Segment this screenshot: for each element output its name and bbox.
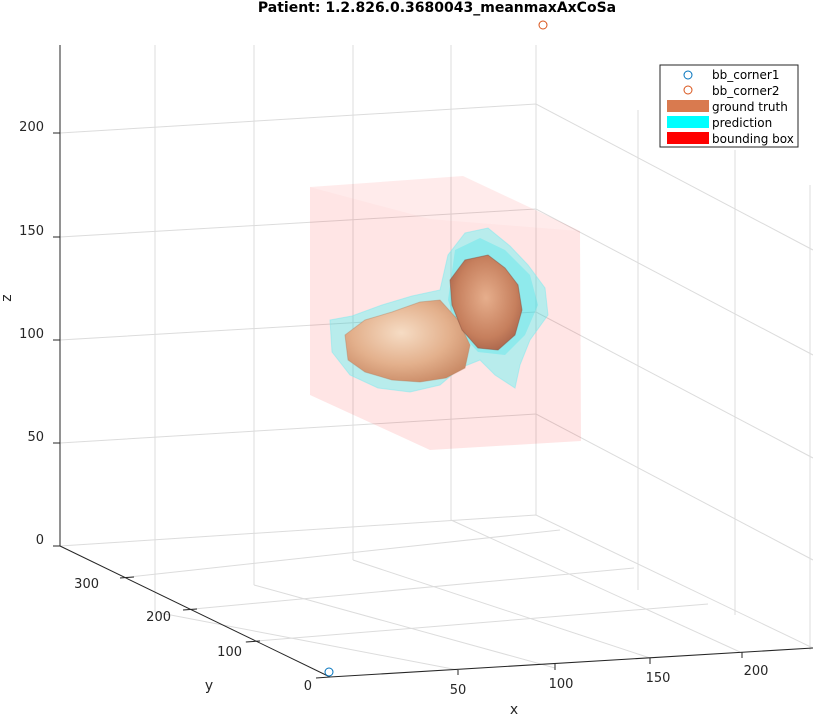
- z-tick-label: 200: [19, 120, 44, 135]
- legend-label: bb_corner1: [712, 68, 779, 82]
- legend-swatch-prediction: [667, 116, 709, 128]
- y-tick-labels: 0 100 200 300: [74, 577, 312, 694]
- x-axis-line: [329, 647, 813, 678]
- legend-swatch-ground-truth: [667, 100, 709, 112]
- chart-title: Patient: 1.2.826.0.3680043_meanmaxAxCoSa: [258, 0, 616, 16]
- bb-corner2-marker: [538, 20, 548, 30]
- x-tick-label: 100: [549, 677, 574, 692]
- y-tick-label: 100: [217, 645, 242, 660]
- y-tick-label: 0: [304, 679, 312, 694]
- legend-swatch-bounding-box: [667, 132, 709, 144]
- x-tick-labels: 50 100 150 200: [450, 664, 769, 698]
- z-tick-label: 0: [36, 533, 44, 548]
- legend-marker-bb-corner2: [683, 85, 693, 95]
- y-axis-label: y: [205, 678, 213, 694]
- z-tick-label: 150: [19, 224, 44, 239]
- x-axis-label: x: [510, 702, 518, 715]
- legend-label: bb_corner2: [712, 84, 779, 98]
- y-axis-line: [59, 545, 331, 678]
- z-tick-label: 50: [27, 430, 44, 445]
- grid: [59, 45, 813, 671]
- legend-marker-bb-corner1: [683, 70, 693, 80]
- legend-label: ground truth: [712, 100, 788, 114]
- z-tick-labels: 0 50 100 150 200: [19, 120, 44, 548]
- x-tick-label: 150: [646, 671, 671, 686]
- legend-label: bounding box: [712, 132, 794, 146]
- z-axis-label: z: [0, 294, 15, 301]
- legend-label: prediction: [712, 116, 772, 130]
- z-tick-label: 100: [19, 327, 44, 342]
- ground-truth-surface: [344, 254, 523, 383]
- x-tick-label: 200: [744, 664, 769, 679]
- bb-corner-markers: [324, 20, 548, 677]
- y-tick-label: 200: [146, 610, 171, 625]
- bb-corner1-marker: [324, 667, 334, 677]
- axes: [53, 45, 813, 679]
- legend: bb_corner1 bb_corner2 ground truth predi…: [659, 64, 799, 148]
- y-tick-label: 300: [74, 577, 99, 592]
- x-tick-label: 50: [450, 683, 467, 698]
